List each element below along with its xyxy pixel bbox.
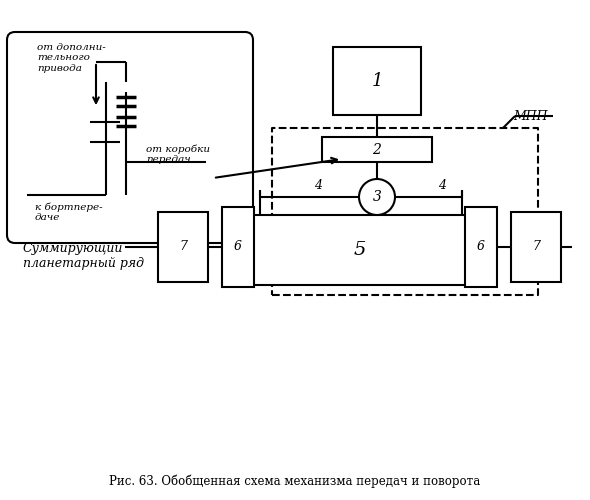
FancyBboxPatch shape — [222, 207, 254, 287]
Text: Рис. 63. Обобщенная схема механизма передач и поворота: Рис. 63. Обобщенная схема механизма пере… — [109, 474, 481, 488]
FancyBboxPatch shape — [511, 212, 561, 282]
Text: 4: 4 — [314, 179, 322, 192]
Text: 7: 7 — [179, 240, 187, 254]
Text: 5: 5 — [353, 241, 366, 259]
FancyBboxPatch shape — [333, 47, 421, 115]
FancyBboxPatch shape — [7, 32, 253, 243]
Text: 6: 6 — [234, 240, 242, 254]
FancyBboxPatch shape — [465, 207, 497, 287]
FancyBboxPatch shape — [322, 137, 432, 162]
FancyBboxPatch shape — [247, 215, 472, 285]
Text: от коробки
передач: от коробки передач — [146, 144, 210, 164]
Text: 6: 6 — [477, 240, 485, 254]
Text: 7: 7 — [532, 240, 540, 254]
Text: 1: 1 — [371, 72, 383, 90]
Text: от дополни-
тельного
привода: от дополни- тельного привода — [37, 43, 106, 73]
Text: 4: 4 — [438, 179, 446, 192]
Circle shape — [359, 179, 395, 215]
Text: Суммирующий
планетарный ряд: Суммирующий планетарный ряд — [23, 242, 144, 270]
Text: 2: 2 — [372, 142, 382, 156]
Text: МПП: МПП — [513, 110, 548, 123]
Text: 3: 3 — [372, 190, 382, 204]
Text: к бортпере-
даче: к бортпере- даче — [35, 202, 103, 222]
FancyBboxPatch shape — [158, 212, 208, 282]
